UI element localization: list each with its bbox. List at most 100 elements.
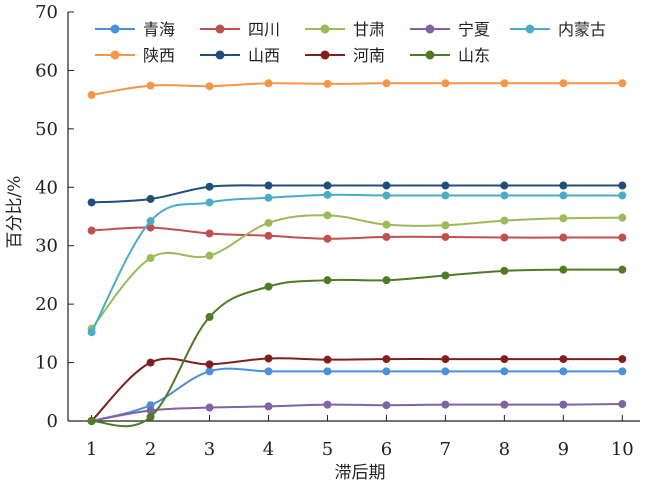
data-point bbox=[441, 79, 450, 88]
data-point bbox=[382, 181, 391, 190]
data-point bbox=[323, 400, 332, 409]
data-point bbox=[559, 265, 568, 274]
y-tick-label: 10 bbox=[35, 353, 58, 374]
data-point bbox=[264, 354, 273, 363]
data-point bbox=[500, 266, 509, 275]
data-point bbox=[441, 181, 450, 190]
data-point bbox=[618, 213, 627, 222]
legend-swatch-marker bbox=[320, 50, 330, 60]
data-point bbox=[559, 400, 568, 409]
data-point bbox=[559, 355, 568, 364]
y-tick-label: 50 bbox=[35, 119, 58, 140]
x-tick-label: 7 bbox=[440, 439, 451, 460]
data-point bbox=[441, 367, 450, 376]
data-point bbox=[205, 360, 214, 369]
data-point bbox=[264, 79, 273, 88]
data-point bbox=[500, 79, 509, 88]
data-point bbox=[618, 367, 627, 376]
data-point bbox=[205, 182, 214, 191]
x-tick-label: 3 bbox=[204, 439, 215, 460]
data-point bbox=[500, 233, 509, 242]
y-tick-label: 40 bbox=[35, 177, 58, 198]
data-point bbox=[382, 276, 391, 285]
data-point bbox=[146, 358, 155, 367]
data-point bbox=[264, 402, 273, 411]
legend-label: 宁夏 bbox=[458, 20, 490, 39]
data-point bbox=[323, 234, 332, 243]
data-point bbox=[146, 406, 155, 415]
series-6 bbox=[87, 79, 627, 99]
data-point bbox=[441, 355, 450, 364]
legend-item: 四川 bbox=[200, 20, 280, 39]
series-9 bbox=[87, 265, 627, 428]
data-point bbox=[205, 367, 214, 376]
data-point bbox=[323, 211, 332, 220]
data-point bbox=[205, 403, 214, 412]
data-point bbox=[441, 400, 450, 409]
data-point bbox=[618, 265, 627, 274]
data-point bbox=[264, 231, 273, 240]
legend-swatch-marker bbox=[215, 24, 225, 34]
y-tick-label: 70 bbox=[35, 2, 58, 23]
legend-label: 甘肃 bbox=[353, 20, 385, 39]
data-point bbox=[264, 282, 273, 291]
series-line bbox=[91, 367, 623, 422]
data-point bbox=[618, 400, 627, 409]
legend-label: 山东 bbox=[458, 46, 490, 65]
data-point bbox=[323, 355, 332, 364]
x-axis-title: 滞后期 bbox=[335, 463, 386, 483]
series-8 bbox=[87, 354, 627, 425]
data-point bbox=[382, 79, 391, 88]
data-point bbox=[323, 276, 332, 285]
data-point bbox=[323, 181, 332, 190]
data-point bbox=[87, 90, 96, 99]
series-7 bbox=[87, 181, 627, 207]
data-point bbox=[500, 400, 509, 409]
x-tick-label: 1 bbox=[86, 439, 97, 460]
data-point bbox=[87, 226, 96, 235]
data-point bbox=[500, 181, 509, 190]
data-point bbox=[205, 82, 214, 91]
legend-swatch-marker bbox=[110, 50, 120, 60]
legend-label: 山西 bbox=[248, 46, 280, 65]
data-point bbox=[618, 355, 627, 364]
legend-label: 陕西 bbox=[143, 46, 175, 65]
data-point bbox=[559, 79, 568, 88]
data-point bbox=[382, 191, 391, 200]
data-point bbox=[87, 417, 96, 425]
series-line bbox=[91, 184, 623, 204]
series-2 bbox=[87, 223, 627, 243]
data-point bbox=[618, 233, 627, 242]
data-point bbox=[500, 367, 509, 376]
data-point bbox=[618, 191, 627, 200]
data-point bbox=[205, 229, 214, 238]
x-tick-label: 9 bbox=[558, 439, 569, 460]
data-point bbox=[205, 198, 214, 207]
data-point bbox=[382, 220, 391, 229]
data-point bbox=[146, 194, 155, 203]
y-tick-label: 60 bbox=[35, 60, 58, 81]
data-point bbox=[382, 355, 391, 364]
data-point bbox=[146, 412, 155, 421]
data-point bbox=[441, 221, 450, 230]
legend-item: 甘肃 bbox=[305, 20, 385, 39]
data-point bbox=[264, 367, 273, 376]
series-line bbox=[91, 403, 623, 422]
data-point bbox=[382, 401, 391, 410]
legend-item: 青海 bbox=[95, 20, 175, 39]
data-point bbox=[618, 79, 627, 88]
series-1 bbox=[87, 367, 627, 425]
data-point bbox=[146, 253, 155, 262]
data-point bbox=[146, 223, 155, 232]
legend-swatch-marker bbox=[320, 24, 330, 34]
data-point bbox=[323, 79, 332, 88]
legend-item: 河南 bbox=[305, 46, 385, 65]
series-line bbox=[91, 82, 623, 96]
legend-swatch-marker bbox=[525, 24, 535, 34]
x-tick-label: 2 bbox=[145, 439, 156, 460]
data-point bbox=[559, 214, 568, 223]
series-line bbox=[90, 357, 623, 422]
data-point bbox=[382, 232, 391, 241]
